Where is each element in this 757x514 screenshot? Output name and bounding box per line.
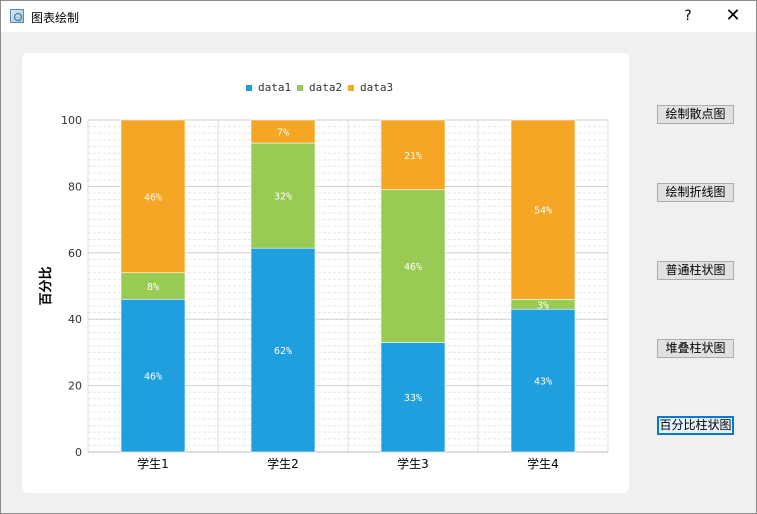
bar-data-label: 33% [404,393,422,404]
x-tick-label: 学生2 [267,456,299,471]
bar-data-label: 46% [144,372,162,383]
bar-segment [120,272,186,300]
legend-entry: data1 [258,81,291,94]
bar-segment [380,189,446,343]
y-tick-label: 80 [68,180,82,193]
bar-data-label: 21% [404,151,422,162]
x-tick-label: 学生3 [397,456,429,471]
bar-segment [250,119,316,144]
x-tick-label: 学生4 [527,456,559,471]
y-tick-label: 60 [68,247,82,260]
bar-segment [250,142,316,249]
bar-data-label: 8% [147,282,159,293]
legend-swatch [348,85,354,91]
legend-entry: data3 [360,81,393,94]
bar-segment [250,247,316,453]
bar-data-label: 3% [537,300,549,311]
bar-data-label: 32% [274,192,292,203]
bar-segment [120,119,186,274]
legend-entry: data2 [309,81,342,94]
y-tick-label: 40 [68,313,82,326]
bar-data-label: 62% [274,346,292,357]
close-icon: ✕ [725,5,741,26]
y-tick-label: 0 [75,446,82,459]
close-button[interactable]: ✕ [713,1,753,32]
bar-data-label: 46% [404,262,422,273]
chart-app-icon [10,9,24,23]
chart-panel: 0 20 40 60 80 100 百分比 46% 8% 46% 学生1 62% 32% 7% 学生2 33%… [22,53,629,493]
title-bar: 图表绘制 ? ✕ [1,1,756,32]
bar-segment [380,342,446,453]
y-tick-label: 100 [61,114,82,127]
bar-data-label: 7% [277,128,289,139]
stacked-bar-button[interactable]: 堆叠柱状图 [657,339,734,358]
draw-scatter-button[interactable]: 绘制散点图 [657,105,734,124]
percent-stacked-bar-chart: 0 20 40 60 80 100 百分比 46% 8% 46% 学生1 62% 32% 7% 学生2 33%… [38,81,609,471]
bar-segment [380,119,446,191]
window-title: 图表绘制 [31,11,80,25]
bar-data-label: 54% [534,206,552,217]
bar-data-label: 46% [144,192,162,203]
y-axis-label: 百分比 [38,266,54,305]
help-button[interactable]: ? [684,8,692,24]
bar-segment [120,298,186,453]
percent-bar-button[interactable]: 百分比柱状图 [657,416,734,435]
y-tick-label: 20 [68,380,82,393]
legend-swatch [246,85,252,91]
draw-line-button[interactable]: 绘制折线图 [657,183,734,202]
legend-swatch [297,85,303,91]
bar-chart-button[interactable]: 普通柱状图 [657,261,734,280]
x-tick-label: 学生1 [137,456,169,471]
bar-segment [510,119,576,300]
bar-data-label: 43% [534,377,552,388]
